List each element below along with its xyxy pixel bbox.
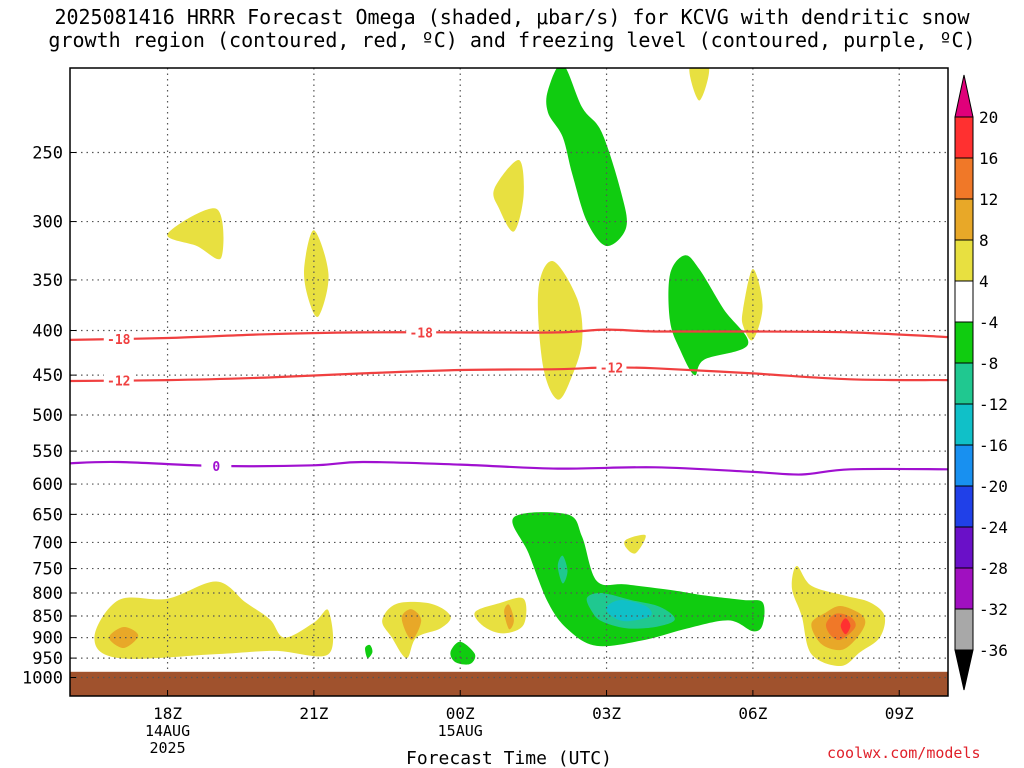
y-tick-label-400: 400 [32, 322, 63, 342]
y-tick-label-800: 800 [32, 584, 63, 604]
x-tick-label-18Z: 18Z [153, 704, 182, 723]
colorbar-segment-3 [954, 198, 974, 241]
colorbar-segment-2 [954, 157, 974, 200]
colorbar-label-0: 20 [979, 108, 998, 127]
colorbar-segment-13 [954, 608, 974, 651]
contour-label-bg--12-1 [596, 360, 627, 375]
y-tick-label-1000: 1000 [22, 669, 63, 689]
colorbar-bottom-triangle [954, 649, 974, 691]
contour-label-bg-0-0 [201, 458, 232, 473]
omega-region-24 [365, 644, 373, 659]
colorbar-label-9: -20 [979, 477, 1008, 496]
x-tick-label-21Z: 21Z [299, 704, 328, 723]
y-tick-label-950: 950 [32, 649, 63, 669]
colorbar-label-5: -4 [979, 313, 998, 332]
omega-region-9 [840, 618, 851, 635]
x-axis-label: Forecast Time (UTC) [406, 748, 612, 768]
y-tick-label-850: 850 [32, 607, 63, 627]
colorbar-label-1: 16 [979, 149, 998, 168]
omega-region-13 [493, 159, 524, 232]
omega-region-21 [557, 555, 568, 584]
page-title: 2025081416 HRRR Forecast Omega (shaded, … [0, 6, 1024, 52]
ground-band [70, 671, 948, 696]
x-tick-sublabel-18Z-1: 2025 [149, 739, 185, 757]
omega-region-22 [606, 599, 652, 622]
omega-region-0 [94, 581, 334, 659]
y-tick-label-650: 650 [32, 505, 63, 525]
y-tick-label-900: 900 [32, 629, 63, 649]
y-tick-label-550: 550 [32, 442, 63, 462]
y-tick-label-700: 700 [32, 533, 63, 553]
colorbar-segment-12 [954, 567, 974, 610]
contour-label-bg--12-0 [103, 373, 134, 388]
colorbar-label-10: -24 [979, 518, 1008, 537]
title-line-1: 2025081416 HRRR Forecast Omega (shaded, … [54, 5, 970, 29]
colorbar-segment-8 [954, 403, 974, 446]
y-tick-label-500: 500 [32, 406, 63, 426]
colorbar-segment-1 [954, 116, 974, 159]
colorbar-top-triangle [954, 74, 974, 118]
x-tick-label-09Z: 09Z [885, 704, 914, 723]
y-tick-label-750: 750 [32, 560, 63, 580]
colorbar-segment-10 [954, 485, 974, 528]
colorbar-label-8: -16 [979, 436, 1008, 455]
plot-frame [69, 67, 949, 697]
y-tick-label-300: 300 [32, 213, 63, 233]
colorbar-label-12: -32 [979, 600, 1008, 619]
omega-region-11 [167, 208, 224, 260]
contour-line--18 [70, 328, 948, 341]
y-tick-label-600: 600 [32, 475, 63, 495]
colorbar-label-2: 12 [979, 190, 998, 209]
colorbar-segment-7 [954, 362, 974, 405]
colorbar-segment-9 [954, 444, 974, 487]
colorbar-label-13: -36 [979, 641, 1008, 660]
contour-label--12-1: -12 [600, 362, 623, 377]
colorbar-label-4: 4 [979, 272, 989, 291]
x-tick-sublabel-00Z-0: 15AUG [438, 722, 483, 740]
contour-label--12-0: -12 [107, 375, 130, 390]
omega-region-1 [109, 626, 139, 649]
omega-region-23 [450, 641, 476, 665]
colorbar-label-7: -12 [979, 395, 1008, 414]
y-tick-label-450: 450 [32, 366, 63, 386]
y-tick-label-350: 350 [32, 271, 63, 291]
omega-region-19 [512, 512, 765, 647]
x-tick-label-00Z: 00Z [446, 704, 475, 723]
source-credit: coolwx.com/models [827, 744, 981, 762]
omega-region-15 [741, 268, 763, 341]
colorbar-label-11: -28 [979, 559, 1008, 578]
x-tick-label-06Z: 06Z [738, 704, 767, 723]
omega-region-5 [504, 604, 514, 630]
contour-line--12 [70, 366, 948, 383]
omega-region-12 [303, 230, 329, 317]
colorbar-segment-6 [954, 321, 974, 364]
contour-label-bg--18-0 [103, 331, 134, 346]
omega-region-17 [546, 68, 627, 247]
colorbar-label-3: 8 [979, 231, 989, 250]
title-line-2: growth region (contoured, red, ºC) and f… [48, 28, 976, 52]
omega-region-3 [401, 609, 422, 640]
colorbar-segment-4 [954, 239, 974, 282]
x-tick-sublabel-18Z-0: 14AUG [145, 722, 190, 740]
omega-region-10 [624, 534, 646, 554]
colorbar-segment-5 [954, 280, 974, 323]
contour-label-bg--18-1 [406, 325, 437, 340]
omega-region-16 [689, 68, 710, 101]
colorbar-label-6: -8 [979, 354, 998, 373]
x-tick-label-03Z: 03Z [592, 704, 621, 723]
contour-label--18-1: -18 [409, 326, 433, 341]
contour-label-0-0: 0 [212, 460, 220, 475]
omega-region-18 [668, 255, 749, 376]
contour-label--18-0: -18 [107, 333, 131, 348]
y-tick-label-250: 250 [32, 144, 63, 164]
colorbar-segment-11 [954, 526, 974, 569]
